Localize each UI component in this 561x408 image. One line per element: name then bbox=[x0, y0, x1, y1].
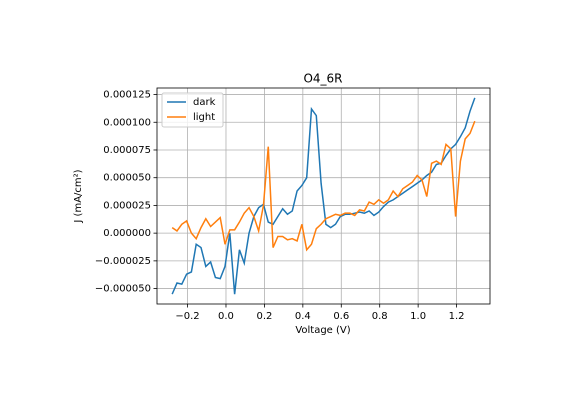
y-tick-label: 0.000050 bbox=[103, 173, 151, 184]
y-tick-label: 0.000000 bbox=[103, 228, 151, 239]
plot-frame bbox=[156, 87, 491, 305]
line-series bbox=[171, 97, 476, 295]
y-tick-label: 0.000100 bbox=[103, 117, 151, 128]
chart-title: O4_6R bbox=[303, 72, 342, 86]
line-series bbox=[171, 120, 476, 252]
x-tick-label: 0.4 bbox=[295, 311, 311, 322]
x-tick-label: 0.0 bbox=[218, 311, 234, 322]
legend-label: light bbox=[193, 112, 215, 123]
x-axis-label: Voltage (V) bbox=[295, 325, 350, 336]
y-tick-label: −0.000025 bbox=[95, 256, 151, 267]
x-tick-label: 0.8 bbox=[372, 311, 388, 322]
x-tick-label: −0.2 bbox=[175, 311, 199, 322]
x-tick-label: 0.2 bbox=[256, 311, 272, 322]
y-tick-label: −0.000050 bbox=[95, 284, 151, 295]
y-tick-label: 0.000075 bbox=[103, 145, 151, 156]
x-tick-label: 0.6 bbox=[333, 311, 349, 322]
y-axis-label: J (mA/cm²) bbox=[73, 169, 84, 223]
y-tick-label: 0.000025 bbox=[103, 200, 151, 211]
x-tick-label: 1.2 bbox=[449, 311, 465, 322]
y-tick-label: 0.000125 bbox=[103, 90, 151, 101]
legend-label: dark bbox=[193, 97, 216, 108]
x-tick-label: 1.0 bbox=[410, 311, 426, 322]
